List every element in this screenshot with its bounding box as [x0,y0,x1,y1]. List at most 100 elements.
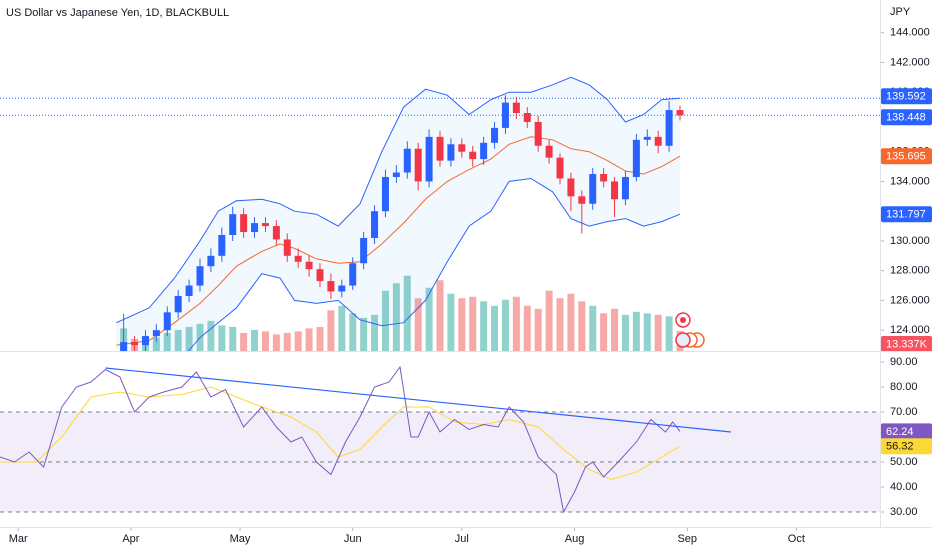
candle-body [632,139,640,177]
volume-bar [665,316,673,351]
volume-bar [283,332,291,351]
candle-body [174,295,182,313]
lower-band-value: 131.797 [886,209,926,221]
volume-bar [338,305,346,351]
candle-body [480,142,488,160]
volume-bar [480,301,488,351]
rsi-y-tick-label: 70.00 [890,406,918,418]
candle-body [523,113,531,122]
volume-bar [611,308,619,351]
rsi-ma-value-box [881,438,932,455]
volume-bar [600,313,608,351]
candle-body [414,148,422,182]
rsi-y-tick-label: 30.00 [890,506,918,518]
rsi-y-tick-label: 90.00 [890,356,918,368]
candle-body [327,281,335,292]
volume-bar [556,298,564,351]
candle-body [534,121,542,146]
candle-body [567,178,575,197]
candle-body [578,196,586,204]
y-tick-label: 124.000 [890,324,930,336]
volume-bar [501,299,509,351]
candle-body [218,234,226,256]
y-tick-label: 128.000 [890,265,930,277]
rsi-line [0,365,681,514]
volume-bar [447,293,455,351]
event-icons [675,312,705,348]
candle-body [316,269,324,282]
y-tick-label: 130.000 [890,235,930,247]
rsi-trendline [105,367,731,433]
volume-bar [152,337,160,351]
rsi-value: 62.24 [886,426,914,438]
volume-bar [174,329,182,351]
rsi-ma-line [0,386,681,481]
volume-bar [305,328,313,351]
candle-body [196,266,204,286]
candle-body [141,336,149,346]
upper-band-value: 139.592 [886,91,926,103]
volume-bar [381,290,389,351]
candle-body [240,214,248,233]
candle-body [349,263,357,286]
volume-bar [425,287,433,351]
volume-bar [643,313,651,351]
basis-value-box [881,148,932,165]
candle-body [447,144,455,161]
candle-body [643,136,651,140]
candle-body [392,172,400,177]
candle-body [654,136,662,146]
candle-body [600,174,608,182]
rsi-value-box [881,423,932,440]
candle-body [512,102,520,114]
axes: 124.000126.000128.000130.000132.000134.0… [9,27,932,545]
rsi-y-tick-label: 50.00 [890,456,918,468]
volume-bar [207,320,215,351]
basis-value: 135.695 [886,151,926,163]
candle-body [152,330,160,337]
volume-bar [436,280,444,351]
candle-body [207,255,215,267]
candle-body [589,174,597,204]
volume-bar [218,325,226,351]
volume-bar [272,334,280,351]
chart-title: US Dollar vs Japanese Yen, 1D, BLACKBULL [6,7,229,19]
candle-body [283,239,291,256]
y-tick-label: 126.000 [890,294,930,306]
candle-body [676,110,684,116]
y-tick-label: 134.000 [890,175,930,187]
volume-bar [294,331,302,351]
candle-body [425,136,433,182]
x-tick-label: May [230,533,251,545]
band-lower [187,177,681,351]
volume-bar [632,311,640,351]
candle-body [458,144,466,152]
volume-bar [349,313,357,351]
y-tick-label: 142.000 [890,56,930,68]
candle-body [381,176,389,212]
volume-bar [360,317,368,351]
volume-bar [185,326,193,351]
band-basis [116,136,681,346]
candle-body [261,223,269,227]
rsi-y-tick-label: 80.00 [890,381,918,393]
volume-bar [578,301,586,351]
volume-bar [512,296,520,351]
candle-body [185,285,193,296]
candle-body [403,148,411,173]
volume-bar [251,329,259,351]
x-tick-label: Oct [788,533,805,545]
volume-bar [567,293,575,351]
candle-body [338,285,346,292]
rsi-ma-value: 56.32 [886,441,914,453]
volume-bar [229,326,237,351]
candle-body [545,145,553,158]
candle-body [360,237,368,264]
x-tick-label: Apr [122,533,139,545]
volume-bar [545,290,553,351]
volume-bar [403,275,411,351]
candle-body [611,181,619,200]
x-tick-label: Sep [677,533,697,545]
volume-bar [491,305,499,351]
